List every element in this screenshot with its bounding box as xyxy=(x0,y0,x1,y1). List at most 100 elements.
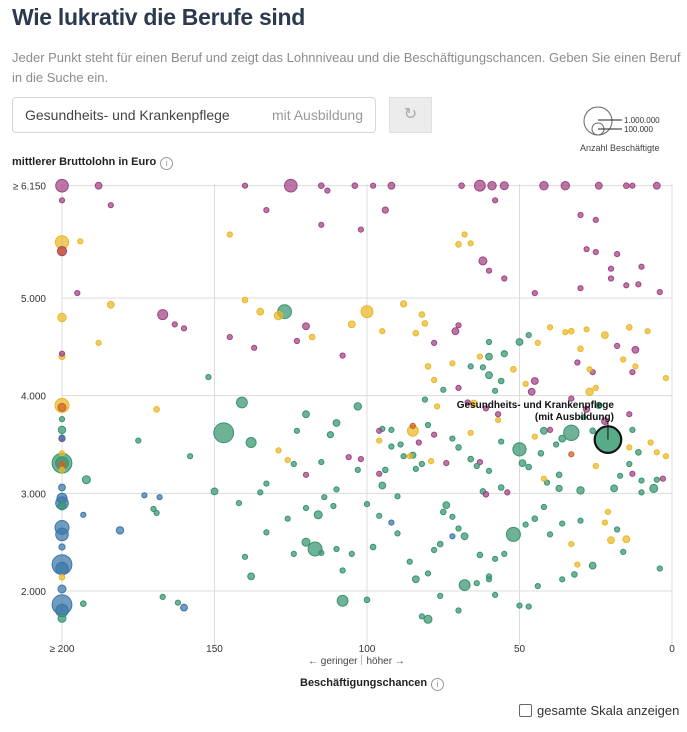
data-point xyxy=(442,501,451,510)
data-point xyxy=(522,380,529,387)
data-point xyxy=(400,453,407,460)
data-point xyxy=(284,178,298,193)
full-scale-toggle[interactable]: gesamte Skala anzeigen xyxy=(519,703,679,718)
data-point xyxy=(57,402,67,412)
data-point xyxy=(245,437,257,448)
data-point xyxy=(339,352,346,359)
direction-left: ← geringer xyxy=(308,656,358,667)
data-point xyxy=(495,411,502,418)
data-point xyxy=(440,386,447,393)
y-axis-title: mittlerer Bruttolohn in Euro i xyxy=(12,156,174,170)
data-point xyxy=(409,422,416,429)
data-point xyxy=(424,570,432,577)
data-point xyxy=(555,471,563,479)
data-point xyxy=(610,484,618,493)
data-point xyxy=(652,181,661,190)
data-point xyxy=(653,476,660,483)
data-point xyxy=(318,459,325,466)
data-point xyxy=(313,510,323,520)
data-point xyxy=(525,463,533,471)
data-point xyxy=(226,231,233,238)
data-point xyxy=(467,363,474,370)
data-point xyxy=(431,546,438,554)
data-point xyxy=(449,533,456,540)
x-tick-label: 50 xyxy=(514,644,526,655)
data-point xyxy=(431,339,438,346)
data-point xyxy=(478,256,488,266)
data-point xyxy=(256,307,265,316)
data-point xyxy=(495,417,502,424)
data-point xyxy=(485,576,493,583)
data-point xyxy=(382,466,389,474)
data-point xyxy=(574,359,581,366)
data-point xyxy=(321,494,328,501)
data-point xyxy=(577,211,584,219)
direction-separator xyxy=(361,655,363,665)
data-point xyxy=(318,221,325,228)
data-point xyxy=(467,455,475,463)
data-point xyxy=(57,613,67,623)
data-point xyxy=(376,437,383,444)
data-point xyxy=(57,425,67,435)
data-point xyxy=(354,466,361,473)
data-point xyxy=(594,181,603,190)
data-point xyxy=(57,501,67,511)
data-point xyxy=(400,300,408,308)
data-point xyxy=(464,399,471,406)
data-point xyxy=(638,489,645,496)
data-point xyxy=(659,475,667,482)
data-point xyxy=(617,472,624,479)
data-point xyxy=(55,561,69,576)
data-point xyxy=(577,345,584,353)
x-axis-title: Beschäftigungschancen i xyxy=(300,677,445,691)
data-point xyxy=(482,405,489,412)
data-point xyxy=(153,406,160,413)
size-legend-title: Anzahl Beschäftigte xyxy=(580,143,660,153)
data-point xyxy=(324,187,331,194)
data-point xyxy=(455,525,462,532)
data-point xyxy=(369,543,377,551)
data-point xyxy=(449,360,456,367)
reset-button[interactable]: ↻ xyxy=(389,97,432,133)
page-title: Wie lukrativ die Berufe sind xyxy=(12,4,306,30)
full-scale-checkbox[interactable] xyxy=(519,704,532,717)
info-icon[interactable]: i xyxy=(431,678,445,691)
data-point xyxy=(388,519,395,526)
data-point xyxy=(629,470,636,477)
data-point xyxy=(623,182,630,189)
data-point xyxy=(653,449,660,456)
info-icon[interactable]: i xyxy=(160,157,174,170)
data-point xyxy=(607,275,615,282)
data-point xyxy=(210,487,219,496)
data-point xyxy=(451,327,460,336)
data-point xyxy=(485,371,493,380)
y-axis-title-text: mittlerer Bruttolohn in Euro xyxy=(12,156,157,168)
data-point xyxy=(440,508,447,516)
data-point xyxy=(74,290,81,297)
data-point xyxy=(275,447,282,454)
data-point xyxy=(555,484,563,492)
data-point xyxy=(339,567,346,574)
data-point xyxy=(58,434,66,442)
data-point xyxy=(318,549,325,557)
data-point xyxy=(257,489,264,496)
data-point xyxy=(434,403,441,410)
data-point xyxy=(81,475,91,485)
y-tick-label: 3.000 xyxy=(21,489,46,500)
data-point xyxy=(629,426,636,433)
data-point xyxy=(540,475,548,482)
data-point xyxy=(592,384,599,391)
data-point xyxy=(568,395,575,402)
data-point xyxy=(302,471,310,478)
occupation-search-input[interactable]: Gesundheits- und Krankenpflege mit Ausbi… xyxy=(12,97,376,133)
data-point xyxy=(546,531,554,538)
data-point xyxy=(518,459,527,468)
data-point xyxy=(55,527,69,542)
data-point xyxy=(485,338,493,346)
data-point xyxy=(308,333,316,341)
data-point xyxy=(235,500,242,507)
x-axis-title-text: Beschäftigungschancen xyxy=(300,677,428,689)
data-point xyxy=(418,460,425,468)
data-point xyxy=(461,231,468,238)
data-point xyxy=(583,246,590,253)
